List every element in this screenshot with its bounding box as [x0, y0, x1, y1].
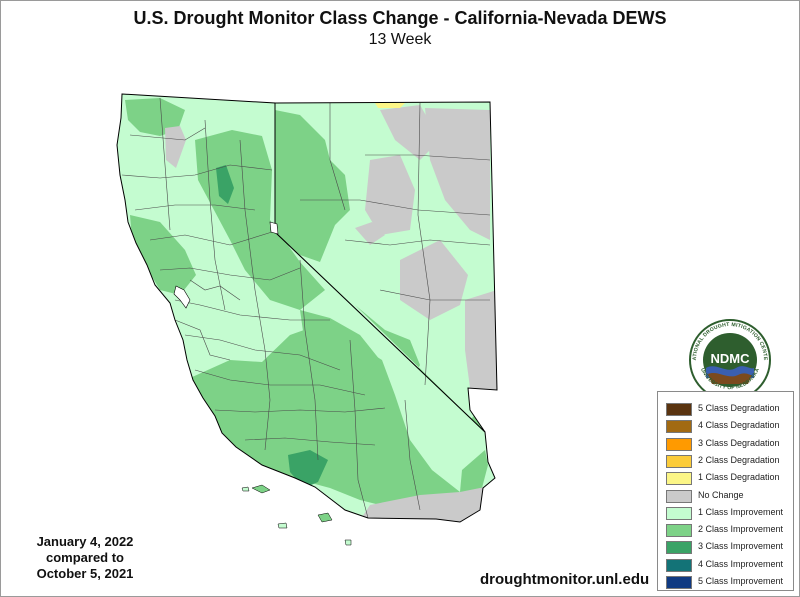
channel-island-4 [277, 522, 288, 529]
map-title: U.S. Drought Monitor Class Change - Cali… [133, 8, 667, 28]
sf-bay [173, 285, 191, 309]
legend-label: 5 Class Degradation [698, 403, 780, 413]
legend-label: 1 Class Degradation [698, 472, 780, 483]
ca-zone-south [190, 325, 488, 510]
nevada-county-lines [300, 102, 491, 386]
date-comparison: January 4, 2022 compared to October 5, 2… [20, 534, 150, 582]
legend-label: 2 Class Improvement [698, 524, 784, 535]
nevada-region [269, 101, 498, 433]
nv-zone-north-nochange [380, 105, 440, 160]
legend-label: 4 Class Improvement [698, 558, 784, 569]
legend-swatch [666, 558, 692, 572]
channel-island-1 [251, 484, 271, 494]
nv-zone-south [355, 305, 490, 432]
legend-label: 4 Class Degradation [698, 420, 780, 431]
nv-zone-east-nochange [465, 290, 497, 390]
date-compared-to: compared to [45, 550, 124, 565]
ndmc-logo-text: NDMC [711, 351, 751, 366]
ca-zone-southern-sierra [300, 310, 380, 380]
ca-zone-central-coast [130, 215, 196, 295]
legend-label: 2 Class Degradation [698, 454, 780, 465]
legend: 5 Class Degradation 4 Class Degradation 3 … [657, 391, 794, 591]
nevada-outline [274, 101, 498, 433]
channel-island-3 [317, 512, 333, 523]
legend-label: 5 Class Improvement [698, 576, 784, 586]
nv-zone-sw-nochange [355, 222, 385, 245]
nv-zone-central-nochange [365, 155, 415, 235]
nv-zone-northwest [275, 110, 350, 262]
legend-swatch [666, 420, 692, 434]
nv-zone-degrade [375, 103, 405, 108]
legend-swatch [666, 403, 692, 416]
source-url[interactable]: droughtmonitor.unl.edu [480, 571, 650, 588]
california-county-lines [121, 97, 421, 519]
ndmc-logo: NDMC NATIONAL DROUGHT MITIGATION CENTER … [686, 314, 772, 402]
legend-swatch [666, 454, 692, 468]
legend-label: 3 Class Improvement [698, 541, 784, 552]
california-outline [116, 93, 496, 523]
legend-swatch [666, 489, 692, 503]
ca-zone-feather-river [216, 165, 234, 204]
ca-zone-north-coast-nochange [165, 126, 186, 168]
map-subtitle: 13 Week [368, 31, 432, 48]
legend-label: 3 Class Degradation [698, 437, 780, 448]
california-region [116, 93, 496, 546]
legend-label: 1 Class Improvement [698, 506, 784, 517]
channel-island-5 [344, 539, 352, 546]
legend-swatch [666, 472, 692, 486]
ca-zone-north-coast [125, 98, 185, 136]
legend-swatch [666, 437, 692, 451]
legend-swatch [666, 541, 692, 555]
legend-swatch [666, 524, 692, 538]
legend-swatch [666, 576, 692, 589]
lake-tahoe [269, 221, 279, 235]
legend-label: No Change [698, 489, 744, 500]
channel-island-2 [241, 486, 250, 492]
date-previous: October 5, 2021 [36, 566, 134, 581]
date-current: January 4, 2022 [36, 534, 134, 549]
legend-swatch [666, 506, 692, 520]
ndmc-logo-graphic: NDMC NATIONAL DROUGHT MITIGATION CENTER … [686, 314, 771, 401]
nv-zone-northeast-nochange [425, 108, 490, 240]
